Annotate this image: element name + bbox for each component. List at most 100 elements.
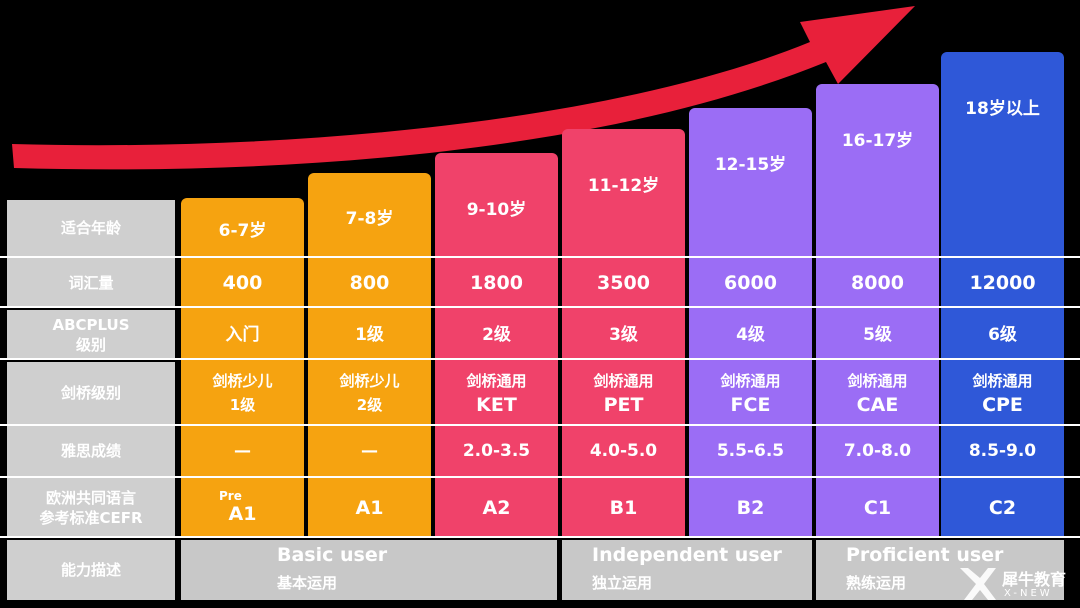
age-cell: 9-10岁 — [466, 200, 527, 220]
row-label-line: 级别 — [75, 336, 106, 354]
abcplus-cell: 1级 — [355, 325, 384, 345]
level-column — [181, 198, 304, 538]
cambridge-line: 剑桥少儿 — [212, 372, 273, 390]
cefr-cell: A1 — [308, 478, 431, 538]
abcplus-cell: 4级 — [736, 325, 765, 345]
ielts-cell: 7.0-8.0 — [843, 441, 912, 461]
vocab-cell: 1800 — [470, 272, 523, 294]
row-separator — [0, 476, 1080, 478]
age-cell: 6-7岁 — [218, 221, 267, 241]
vocab-cell: 12000 — [969, 272, 1036, 294]
row-label-line: 欧洲共同语言 — [45, 489, 136, 507]
abcplus-cell: 2级 — [482, 325, 511, 345]
vocab-cell: 3500 — [597, 272, 650, 294]
row-label: 适合年龄 — [7, 200, 175, 256]
age-cell: 16-17岁 — [841, 131, 914, 151]
ability-en: Proficient user — [846, 544, 1004, 566]
cambridge-cell: 剑桥通用 KET — [435, 362, 558, 424]
row-label: 能力描述 — [7, 540, 175, 600]
abcplus-cell: 5级 — [863, 325, 892, 345]
age-cell: 18岁以上 — [965, 99, 1040, 119]
ability-en: Basic user — [277, 544, 388, 566]
cefr-value: B2 — [736, 497, 765, 519]
ability-zh: 基本运用 — [277, 574, 338, 592]
ielts-cell: — — [361, 441, 378, 461]
cambridge-line: CPE — [982, 394, 1023, 416]
row-label-line: 参考标准CEFR — [39, 509, 143, 527]
row-label-line: ABCPLUS — [52, 316, 130, 334]
row-label: 词汇量 — [7, 258, 175, 308]
rhino-logo-icon — [960, 568, 996, 600]
vocab-cell: 400 — [222, 272, 263, 294]
age-cell: 12-15岁 — [714, 155, 787, 175]
cambridge-line: KET — [476, 394, 517, 416]
x-new-logo: 犀牛教育 X-NEW — [958, 560, 1078, 606]
cambridge-line: 剑桥通用 — [847, 372, 908, 390]
cambridge-line: PET — [603, 394, 644, 416]
ability-bar: Basic user 基本运用 — [181, 540, 557, 600]
cambridge-line: 剑桥少儿 — [339, 372, 400, 390]
abcplus-cell: 入门 — [225, 325, 260, 345]
level-column — [562, 129, 685, 538]
row-separator — [0, 256, 1080, 258]
level-column — [689, 108, 812, 538]
row-label-line: 词汇量 — [68, 274, 114, 292]
cambridge-line: 剑桥通用 — [972, 372, 1033, 390]
vocab-cell: 8000 — [851, 272, 904, 294]
row-label: 欧洲共同语言 参考标准CEFR — [7, 478, 175, 538]
abcplus-cell: 6级 — [988, 325, 1017, 345]
row-label: 剑桥级别 — [7, 362, 175, 424]
cambridge-cell: 剑桥少儿 2级 — [308, 362, 431, 424]
cambridge-line: 剑桥通用 — [720, 372, 781, 390]
cambridge-cell: 剑桥通用 CAE — [816, 362, 939, 424]
cambridge-cell: 剑桥通用 PET — [562, 362, 685, 424]
row-label-line: 剑桥级别 — [60, 384, 121, 402]
cambridge-line: 1级 — [229, 396, 256, 414]
level-column — [816, 84, 939, 538]
ielts-cell: 4.0-5.0 — [589, 441, 658, 461]
row-separator — [0, 536, 1080, 538]
ielts-cell: — — [234, 441, 251, 461]
cambridge-line: 剑桥通用 — [466, 372, 527, 390]
cefr-cell: B1 — [562, 478, 685, 538]
logo-sub: X-NEW — [1004, 588, 1053, 599]
cefr-pre: Pre — [219, 489, 242, 503]
abcplus-cell: 3级 — [609, 325, 638, 345]
cambridge-line: CAE — [856, 394, 899, 416]
cambridge-cell: 剑桥少儿 1级 — [181, 362, 304, 424]
ielts-cell: 2.0-3.5 — [462, 441, 531, 461]
level-column — [435, 153, 558, 538]
row-label-line: 雅思成绩 — [60, 442, 121, 460]
age-cell: 11-12岁 — [587, 176, 660, 196]
cefr-cell: Pre A1 — [181, 478, 304, 538]
row-label: 雅思成绩 — [7, 426, 175, 476]
row-separator — [0, 424, 1080, 426]
ielts-cell: 8.5-9.0 — [968, 441, 1037, 461]
cambridge-cell: 剑桥通用 FCE — [689, 362, 812, 424]
row-label-line: 适合年龄 — [60, 219, 121, 237]
cefr-value: A1 — [355, 497, 384, 519]
ability-en: Independent user — [592, 544, 782, 566]
cefr-value: A1 — [228, 503, 257, 525]
cefr-value: B1 — [609, 497, 638, 519]
cambridge-cell: 剑桥通用 CPE — [941, 362, 1064, 424]
cefr-value: C2 — [988, 497, 1017, 519]
cambridge-line: 剑桥通用 — [593, 372, 654, 390]
age-cell: 7-8岁 — [345, 208, 394, 229]
cefr-cell: A2 — [435, 478, 558, 538]
level-column — [941, 52, 1064, 538]
ability-zh: 熟练运用 — [846, 574, 907, 592]
cefr-cell: B2 — [689, 478, 812, 538]
logo-name: 犀牛教育 — [1002, 570, 1067, 589]
vocab-cell: 800 — [349, 272, 390, 294]
cefr-cell: C2 — [941, 478, 1064, 538]
ability-bar: Independent user 独立运用 — [562, 540, 812, 600]
cambridge-line: 2级 — [356, 396, 383, 414]
row-separator — [0, 306, 1080, 308]
cefr-cell: C1 — [816, 478, 939, 538]
cefr-value: A2 — [482, 497, 511, 519]
vocab-cell: 6000 — [724, 272, 777, 294]
cefr-value: C1 — [863, 497, 892, 519]
row-label: ABCPLUS 级别 — [7, 310, 175, 360]
